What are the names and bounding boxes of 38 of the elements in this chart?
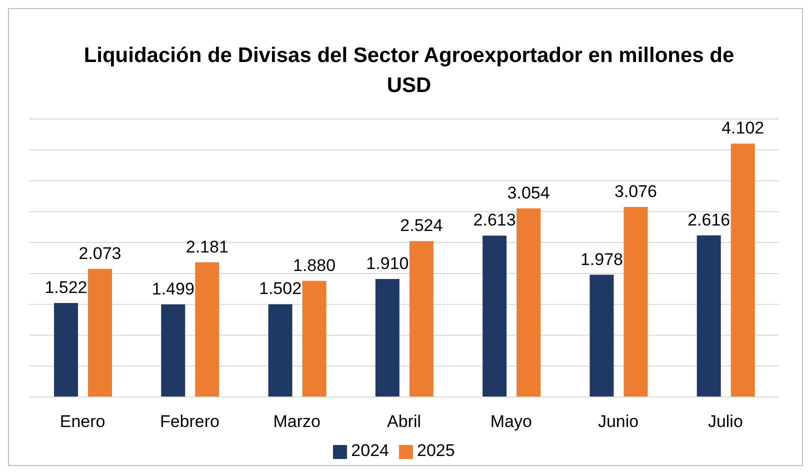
bar (195, 262, 220, 397)
data-label: 1.502 (259, 279, 302, 298)
bar (88, 268, 112, 397)
bar (54, 302, 78, 397)
bar (590, 274, 614, 397)
bar (482, 236, 507, 397)
data-label: 3.076 (614, 182, 657, 201)
x-tick-label: Enero (60, 412, 106, 432)
data-label: 2.073 (78, 244, 122, 263)
bar (730, 144, 755, 397)
data-label: 1.522 (44, 278, 88, 297)
chart-title: Liquidación de Divisas del Sector Agroexportador en millones de USD (82, 43, 736, 99)
bar (161, 304, 186, 397)
bar (696, 235, 721, 397)
data-label: 2.616 (688, 210, 730, 230)
x-tick-label: Marzo (273, 412, 320, 432)
legend-label: 2025 (417, 441, 455, 460)
data-label: 1.499 (152, 279, 194, 298)
x-tick-label: Mayo (490, 412, 532, 432)
legend-label: 2024 (351, 441, 389, 460)
bar (302, 280, 326, 397)
data-label: 2.613 (473, 210, 516, 230)
data-label: 2.524 (400, 216, 443, 236)
bar (268, 304, 292, 397)
data-label: 4.102 (722, 118, 764, 138)
bar (375, 279, 400, 397)
data-label: 1.978 (580, 250, 623, 269)
x-tick-label: Abril (386, 412, 422, 432)
bar (624, 206, 648, 397)
x-tick-label: Junio (598, 412, 639, 432)
bar (516, 208, 541, 397)
data-label: 2.181 (186, 237, 228, 256)
data-label: 1.880 (293, 256, 336, 275)
bar (409, 241, 434, 397)
x-tick-label: Febrero (160, 412, 220, 432)
data-label: 3.054 (507, 183, 550, 202)
data-label: 1.910 (366, 254, 409, 274)
x-tick-label: Julio (708, 412, 743, 432)
